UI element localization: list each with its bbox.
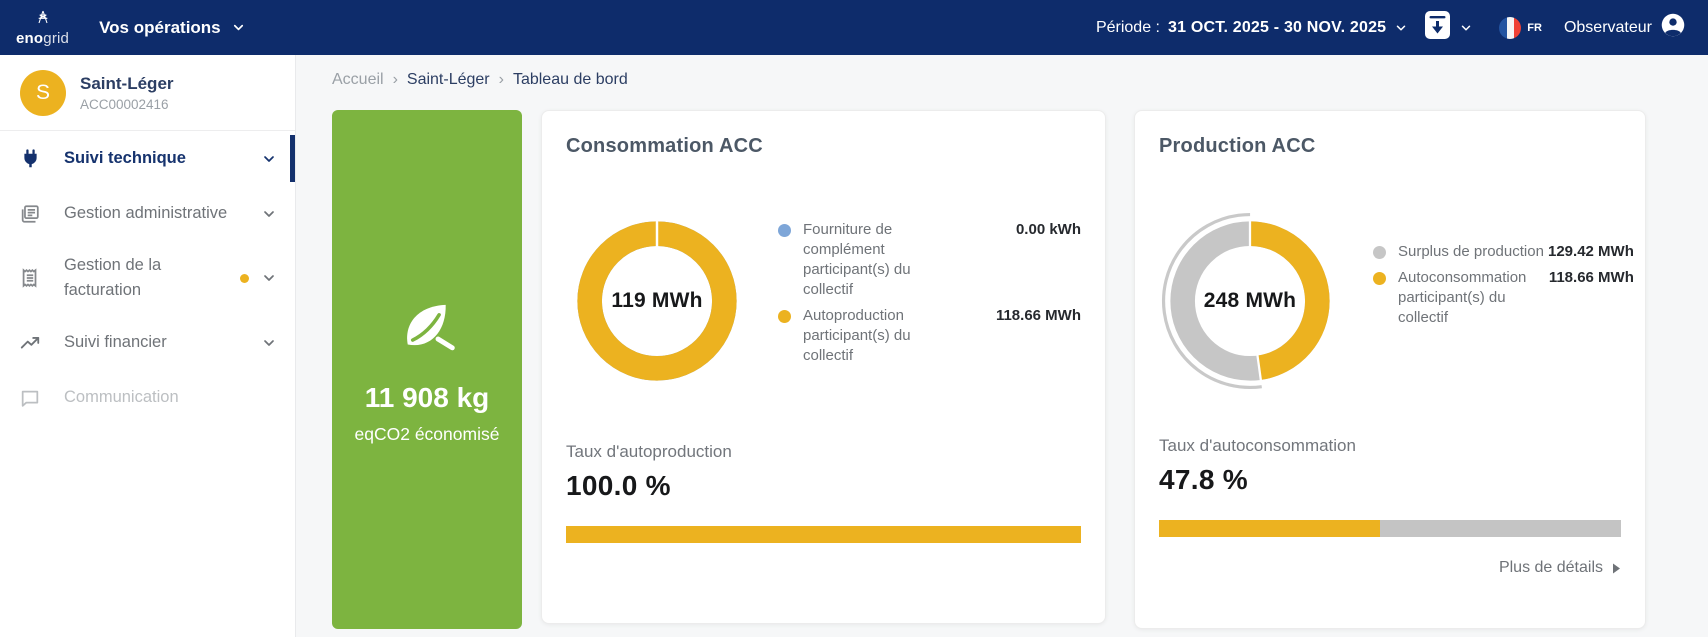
french-flag-icon — [1499, 16, 1522, 39]
progress-bar — [566, 526, 1081, 543]
sidebar-item-label: Suivi technique — [64, 149, 186, 167]
period-selector[interactable]: Période : 31 OCT. 2025 - 30 NOV. 2025 — [1096, 19, 1408, 37]
chat-icon — [18, 387, 42, 409]
donut-total-label: 248 MWh — [1203, 289, 1297, 312]
sidebar-item-communication: Communication — [0, 370, 295, 425]
breadcrumb-tableau-de-bord: Tableau de bord — [512, 71, 628, 88]
kpi-label: Taux d'autoproduction — [566, 442, 732, 461]
arrow-right-icon — [1613, 563, 1620, 573]
operation-name: Saint-Léger — [80, 74, 174, 93]
main-content: Accueil › Saint-Léger › Tableau de bord … — [297, 55, 1708, 637]
sidebar-item-label: Gestion de la facturation — [64, 256, 162, 299]
kpi-value: 100.0 % — [566, 470, 671, 501]
legend: Surplus de production 129.42 MWh Autocon… — [1373, 242, 1634, 392]
legend-dot-yellow — [778, 310, 791, 323]
pylon-icon — [35, 9, 51, 29]
co2-savings-card: 11 908 kg eqCO2 économisé — [332, 110, 522, 629]
legend-item: Autoproduction participant(s) du collect… — [778, 306, 1081, 366]
export-menu[interactable] — [1424, 10, 1473, 45]
consumption-donut-chart — [577, 218, 737, 381]
legend-label: Surplus de production — [1398, 243, 1544, 260]
co2-value: 11 908 kg — [364, 381, 490, 413]
trending-up-icon — [18, 332, 42, 354]
brand-text: enogrid — [16, 30, 70, 47]
kpi-label: Taux d'autoconsommation — [1159, 436, 1356, 455]
breadcrumb-separator: › — [498, 71, 504, 88]
progress-bar — [1159, 520, 1621, 537]
legend-value: 118.66 MWh — [1548, 269, 1634, 286]
legend-item: Surplus de production 129.42 MWh — [1373, 242, 1634, 262]
legend-value: 0.00 kWh — [1015, 221, 1081, 238]
breadcrumb-saint-leger[interactable]: Saint-Léger — [406, 71, 490, 88]
period-label: Période : — [1095, 18, 1160, 36]
kpi-block: Taux d'autoconsommation 47.8 % — [1159, 436, 1621, 537]
chevron-down-icon — [261, 206, 277, 222]
operation-header: S Saint-Léger ACC00002416 — [0, 55, 295, 131]
documents-icon — [18, 203, 42, 225]
more-details-label: Plus de détails — [1498, 559, 1603, 576]
language-code: FR — [1527, 21, 1542, 34]
legend-value: 118.66 MWh — [995, 307, 1081, 324]
operations-label: Vos opérations — [99, 17, 221, 37]
sidebar-item-suivi-technique[interactable]: Suivi technique — [0, 131, 295, 186]
more-details-link[interactable]: Plus de détails — [1159, 559, 1621, 577]
consumption-acc-card: Consommation ACC 119 MWh Fourniture de c… — [541, 110, 1106, 624]
legend: Fourniture de complément participant(s) … — [778, 220, 1081, 392]
language-selector[interactable]: FR — [1499, 16, 1542, 39]
chevron-down-icon — [231, 20, 246, 35]
account-circle-icon — [1660, 12, 1686, 43]
co2-caption: eqCO2 économisé — [354, 423, 500, 444]
active-indicator — [290, 135, 295, 182]
sidebar-item-label: Gestion administrative — [64, 204, 228, 222]
progress-bar-fill — [566, 526, 1081, 543]
legend-label: Autoconsommation participant(s) du colle… — [1398, 269, 1527, 326]
breadcrumb: Accueil › Saint-Léger › Tableau de bord — [332, 67, 1708, 89]
donut-total-label: 119 MWh — [611, 289, 703, 312]
notification-dot-icon — [240, 273, 249, 283]
sidebar-item-gestion-facturation[interactable]: Gestion de la facturation — [0, 241, 295, 315]
operations-menu[interactable]: Vos opérations — [99, 18, 246, 38]
kpi-value: 47.8 % — [1159, 464, 1248, 495]
sidebar-item-gestion-administrative[interactable]: Gestion administrative — [0, 186, 295, 241]
chevron-down-icon — [261, 335, 277, 351]
user-role-label: Observateur — [1563, 18, 1652, 36]
card-title: Consommation ACC — [566, 135, 763, 157]
chevron-down-icon — [1394, 21, 1408, 35]
breadcrumb-separator: › — [392, 71, 398, 88]
card-title: Production ACC — [1159, 135, 1316, 157]
chevron-down-icon — [261, 270, 277, 286]
enogrid-logo[interactable]: enogrid — [16, 9, 69, 46]
receipt-icon — [18, 267, 42, 289]
kpi-block: Taux d'autoproduction 100.0 % — [566, 442, 1081, 543]
export-download-icon — [1424, 10, 1451, 45]
legend-label: Autoproduction participant(s) du collect… — [803, 307, 911, 364]
legend-dot-gray — [1373, 246, 1386, 259]
legend-label: Fourniture de complément participant(s) … — [803, 221, 911, 298]
breadcrumb-accueil[interactable]: Accueil — [332, 71, 384, 88]
user-menu[interactable]: Observateur — [1564, 12, 1686, 43]
chevron-down-icon — [1459, 21, 1473, 35]
plug-icon — [18, 148, 42, 169]
legend-item: Autoconsommation participant(s) du colle… — [1373, 268, 1634, 328]
top-navbar: enogrid Vos opérations Période : 31 OCT.… — [0, 0, 1708, 55]
legend-dot-yellow — [1373, 272, 1386, 285]
progress-bar-fill — [1159, 520, 1380, 537]
sidebar: S Saint-Léger ACC00002416 Suivi techniqu… — [0, 55, 296, 637]
chevron-down-icon — [261, 151, 277, 167]
sidebar-item-label: Communication — [64, 388, 179, 406]
production-acc-card: Production ACC 248 MWh Surplus de — [1134, 110, 1646, 629]
sidebar-item-suivi-financier[interactable]: Suivi financier — [0, 315, 295, 370]
period-value: 31 OCT. 2025 - 30 NOV. 2025 — [1168, 18, 1387, 36]
operation-code: ACC00002416 — [80, 97, 169, 112]
production-donut-chart — [1161, 212, 1339, 390]
legend-dot-blue — [778, 224, 791, 237]
legend-value: 129.42 MWh — [1548, 243, 1634, 260]
leaf-icon — [394, 295, 460, 366]
sidebar-item-label: Suivi financier — [64, 333, 167, 351]
operation-avatar: S — [20, 70, 66, 116]
legend-item: Fourniture de complément participant(s) … — [778, 220, 1081, 300]
